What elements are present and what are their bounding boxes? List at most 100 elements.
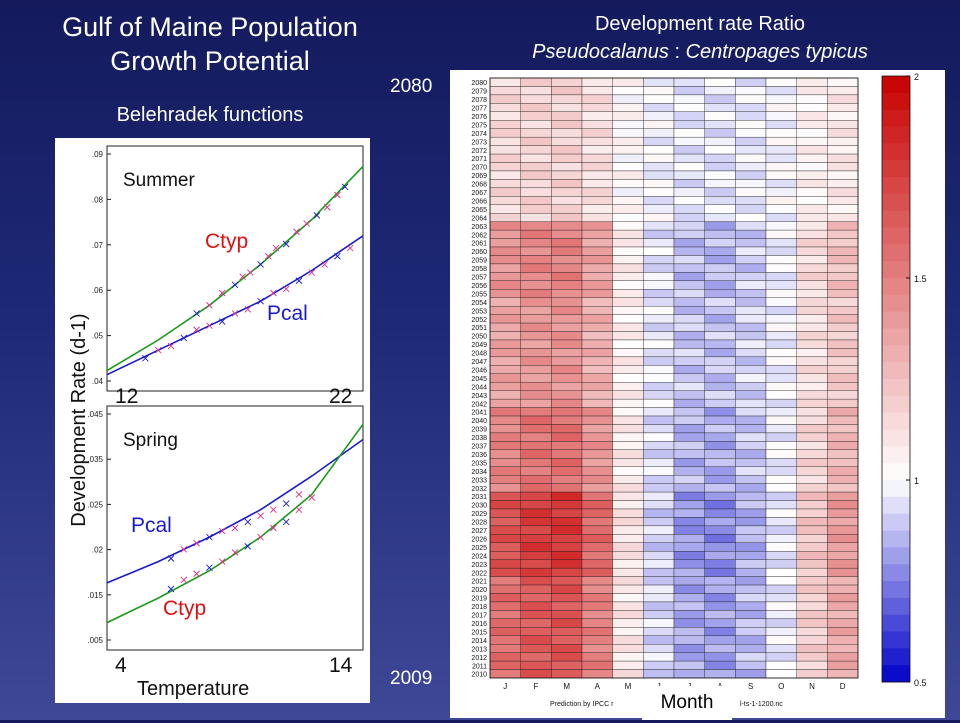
data-point-1-1-9 (282, 518, 290, 526)
heat-cell-2041-3 (581, 407, 613, 417)
heat-cell-2036-8 (735, 449, 767, 459)
heat-cell-2010-8 (735, 669, 767, 679)
heat-cell-2018-8 (735, 601, 767, 611)
heat-cell-2053-6 (673, 305, 705, 315)
heat-cell-2010-1 (520, 669, 552, 679)
heat-cell-2069-0 (489, 170, 521, 180)
heat-cell-2027-9 (765, 525, 797, 535)
heat-cell-2020-11 (827, 584, 859, 594)
heat-cell-2078-4 (612, 94, 644, 104)
heat-cell-2063-2 (551, 221, 583, 231)
data-point-1-1-8 (270, 524, 277, 532)
heat-cell-2036-5 (643, 449, 675, 459)
heat-cell-2031-8 (735, 491, 767, 501)
heat-cell-2047-9 (765, 356, 797, 366)
heat-cell-2048-0 (489, 348, 521, 358)
heat-cell-2057-2 (551, 272, 583, 281)
year-tick-2046: 2046 (471, 367, 487, 374)
heatmap-title: Development rate Ratio Pseudocalanus : C… (440, 10, 960, 66)
heat-cell-2033-11 (827, 475, 859, 484)
heat-cell-2064-2 (551, 213, 583, 222)
heat-cell-2038-1 (520, 432, 552, 442)
heat-cell-2013-4 (612, 644, 644, 653)
heat-cell-2024-1 (520, 551, 552, 560)
heat-cell-2037-7 (704, 441, 736, 451)
data-point-1-1-7 (257, 533, 264, 541)
heat-cell-2044-7 (704, 382, 736, 391)
heat-cell-2077-9 (765, 103, 797, 112)
heat-cell-2058-3 (581, 263, 613, 273)
heat-cell-2072-9 (765, 145, 797, 155)
colorbar-step-30 (882, 581, 910, 599)
title-line-2: Growth Potential (110, 46, 310, 76)
colorbar-step-13 (882, 294, 910, 313)
heat-cell-2068-8 (735, 179, 767, 189)
heat-cell-2065-10 (796, 204, 828, 214)
heat-cell-2060-0 (489, 246, 521, 256)
heat-cell-2053-0 (489, 305, 521, 315)
data-point-1-1-3 (206, 564, 213, 571)
heat-cell-2071-4 (612, 153, 644, 163)
belehradek-subtitle: Belehradek functions (116, 104, 304, 126)
heatmap-title-species-1: Pseudocalanus (532, 41, 669, 63)
heat-cell-2046-4 (612, 365, 644, 374)
heat-cell-2048-9 (765, 348, 797, 358)
heat-cell-2068-4 (612, 179, 644, 189)
heat-cell-2052-9 (765, 314, 797, 324)
heat-cell-2035-10 (796, 458, 828, 467)
heat-cell-2080-3 (581, 77, 613, 87)
heat-cell-2012-4 (612, 652, 644, 662)
heat-cell-2034-1 (520, 466, 552, 476)
heat-cell-2062-3 (581, 229, 613, 239)
heat-cell-2051-4 (612, 322, 644, 332)
month-tick-8: S (748, 682, 753, 691)
heat-cell-2060-7 (704, 246, 736, 256)
heat-cell-2058-0 (489, 263, 521, 273)
heat-cell-2040-1 (520, 415, 552, 425)
heat-cell-2076-8 (735, 111, 767, 121)
heat-cell-2012-6 (673, 652, 705, 662)
heat-cell-2035-0 (489, 458, 521, 467)
heat-cell-2016-8 (735, 618, 767, 628)
heat-cell-2025-8 (735, 542, 767, 552)
heat-cell-2015-1 (520, 627, 552, 636)
heat-cell-2061-8 (735, 238, 767, 248)
heat-cell-2053-10 (796, 305, 828, 315)
year-tick-2056: 2056 (471, 283, 487, 290)
heat-cell-2074-3 (581, 128, 613, 138)
heat-cell-2044-9 (765, 382, 797, 391)
heat-cell-2020-1 (520, 584, 552, 594)
year-tick-2055: 2055 (471, 291, 487, 298)
heat-cell-2025-5 (643, 542, 675, 552)
heat-cell-2035-2 (551, 458, 583, 467)
heat-cell-2039-3 (581, 424, 613, 434)
heat-cell-2072-11 (827, 145, 859, 155)
heat-cell-2060-9 (765, 246, 797, 256)
heat-cell-2012-5 (643, 652, 675, 662)
heat-cell-2041-4 (612, 407, 644, 417)
heat-cell-2019-2 (551, 593, 583, 603)
heat-cell-2015-10 (796, 627, 828, 636)
heat-cell-2047-11 (827, 356, 859, 366)
heat-cell-2042-7 (704, 398, 736, 408)
heat-cell-2051-10 (796, 322, 828, 332)
heat-cell-2070-3 (581, 162, 613, 172)
heat-cell-2052-4 (612, 314, 644, 324)
heat-cell-2018-6 (673, 601, 705, 611)
heat-cell-2017-1 (520, 610, 552, 620)
heat-cell-2023-10 (796, 559, 828, 569)
heat-cell-2030-3 (581, 500, 613, 510)
heat-cell-2054-8 (735, 297, 767, 307)
data-point-0-0-15 (341, 183, 349, 191)
heat-cell-2058-10 (796, 263, 828, 273)
year-tick-2024: 2024 (471, 553, 487, 560)
heat-cell-2043-7 (704, 390, 736, 400)
heat-cell-2076-5 (643, 111, 675, 121)
heat-cell-2018-2 (551, 601, 583, 611)
month-axis-label: Month (642, 686, 732, 720)
data-point-1-0-10 (295, 491, 303, 498)
heat-cell-2073-8 (735, 136, 767, 146)
heat-cell-2066-6 (673, 196, 705, 205)
heat-cell-2043-11 (827, 390, 859, 400)
heat-cell-2048-8 (735, 348, 767, 358)
